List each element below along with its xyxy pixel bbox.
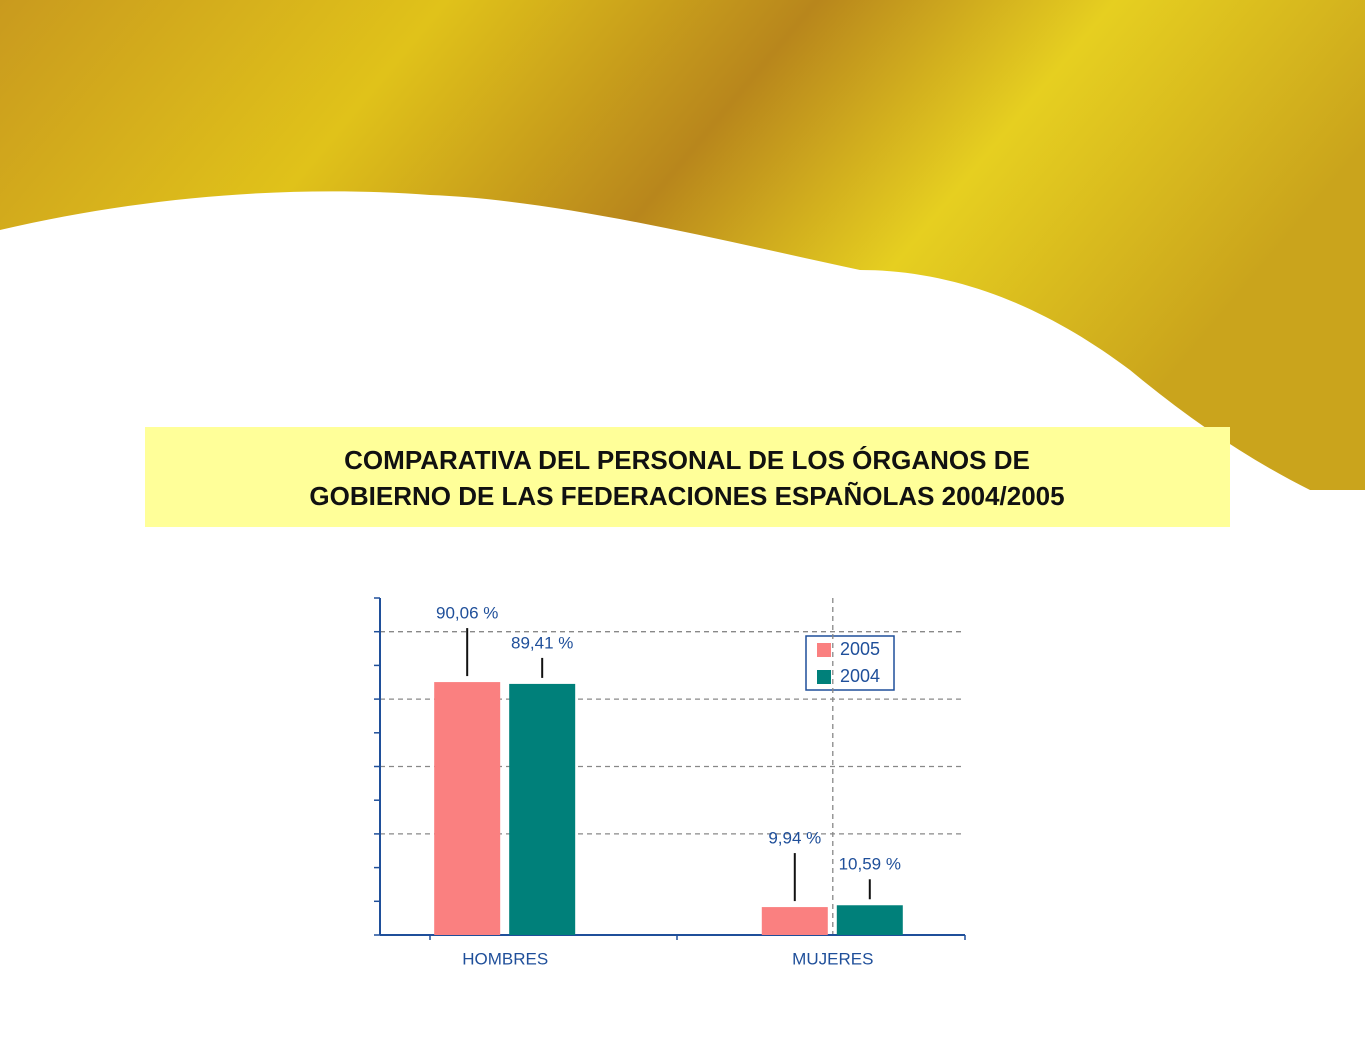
value-label: 9,94 %: [768, 829, 821, 848]
value-label: 10,59 %: [839, 855, 901, 874]
legend-label: 2005: [840, 639, 880, 659]
bar: [509, 683, 576, 935]
chart-title: COMPARATIVA DEL PERSONAL DE LOS ÓRGANOS …: [344, 445, 1030, 475]
title-box: [145, 427, 1230, 527]
x-tick-label: MUJERES: [792, 949, 873, 968]
legend-swatch: [817, 643, 831, 657]
bar: [434, 682, 501, 935]
legend-swatch: [817, 670, 831, 684]
header-photo: [0, 0, 1365, 490]
chart-title: GOBIERNO DE LAS FEDERACIONES ESPAÑOLAS 2…: [309, 481, 1064, 511]
bar: [836, 905, 903, 935]
value-label: 89,41 %: [511, 633, 573, 652]
x-tick-label: HOMBRES: [462, 949, 548, 968]
bar: [761, 907, 828, 935]
legend-label: 2004: [840, 666, 880, 686]
value-label: 90,06 %: [436, 604, 498, 623]
